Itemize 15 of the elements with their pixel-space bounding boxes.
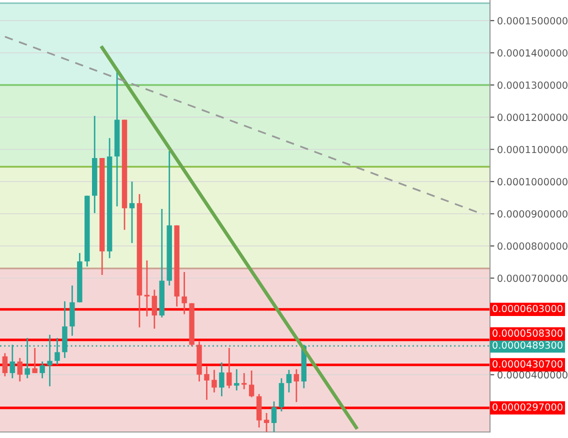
y-tick-label: 0.0001200000 xyxy=(498,114,568,122)
ref-line-label: 0.0000489300 xyxy=(492,341,562,349)
ref-line-label: 0.0000430700 xyxy=(492,360,562,368)
y-tick-label: 0.0001100000 xyxy=(498,146,568,154)
y-tick-label: 0.0000400000 xyxy=(498,371,568,379)
ref-line-label: 0.0000603000 xyxy=(492,304,562,312)
y-tick-label: 0.0000900000 xyxy=(498,210,568,218)
y-tick-label: 0.0000700000 xyxy=(498,274,568,282)
y-tick-label: 0.0001300000 xyxy=(498,81,568,89)
ref-line-label: 0.0000297000 xyxy=(492,403,562,411)
y-tick-label: 0.0001000000 xyxy=(498,178,568,186)
y-tick-label: 0.0001400000 xyxy=(498,49,568,57)
y-tick-label: 0.0000800000 xyxy=(498,242,568,250)
ref-line-label: 0.0000508300 xyxy=(492,329,562,337)
y-tick-label: 0.0001500000 xyxy=(498,17,568,24)
